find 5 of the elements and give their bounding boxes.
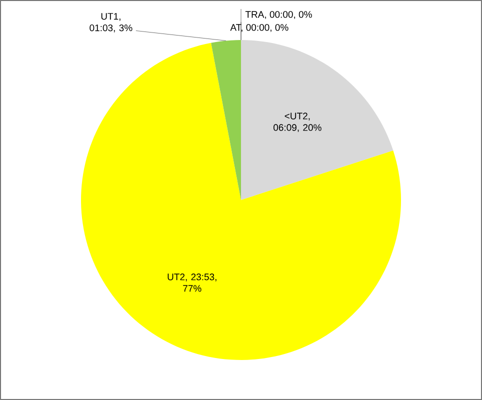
category-label: AT, 00:00, 0% — [230, 24, 288, 32]
slice-label: UT1, 01:03, 3% — [90, 13, 132, 32]
category-label: TRA, 00:00, 0% — [245, 11, 312, 19]
slice-label: <UT2, 06:09, 20% — [274, 112, 322, 132]
slice-label: UT2, 23:53, 77% — [168, 274, 216, 292]
